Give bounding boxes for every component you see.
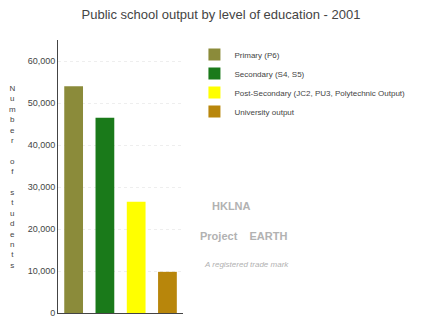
svg-text:Number of students: Number of students: [9, 84, 16, 270]
svg-text:Project EARTH: Project EARTH: [200, 230, 287, 242]
svg-text:University output: University output: [234, 108, 294, 117]
svg-text:A registered trade mark: A registered trade mark: [204, 260, 289, 269]
svg-text:Public school output by level: Public school output by level of educati…: [82, 7, 361, 22]
svg-text:0: 0: [50, 308, 55, 318]
svg-text:HKLNA: HKLNA: [212, 200, 251, 212]
svg-text:Secondary (S4, S5): Secondary (S4, S5): [234, 70, 304, 79]
svg-text:Primary (P6): Primary (P6): [234, 51, 279, 60]
svg-text:40,000: 40,000: [28, 140, 56, 150]
svg-text:60,000: 60,000: [28, 56, 56, 66]
svg-text:30,000: 30,000: [28, 182, 56, 192]
svg-text:20,000: 20,000: [28, 224, 56, 234]
svg-text:50,000: 50,000: [28, 98, 56, 108]
svg-text:10,000: 10,000: [28, 266, 56, 276]
svg-text:Post-Secondary (JC2, PU3, Poly: Post-Secondary (JC2, PU3, Polytechnic Ou…: [234, 89, 405, 98]
